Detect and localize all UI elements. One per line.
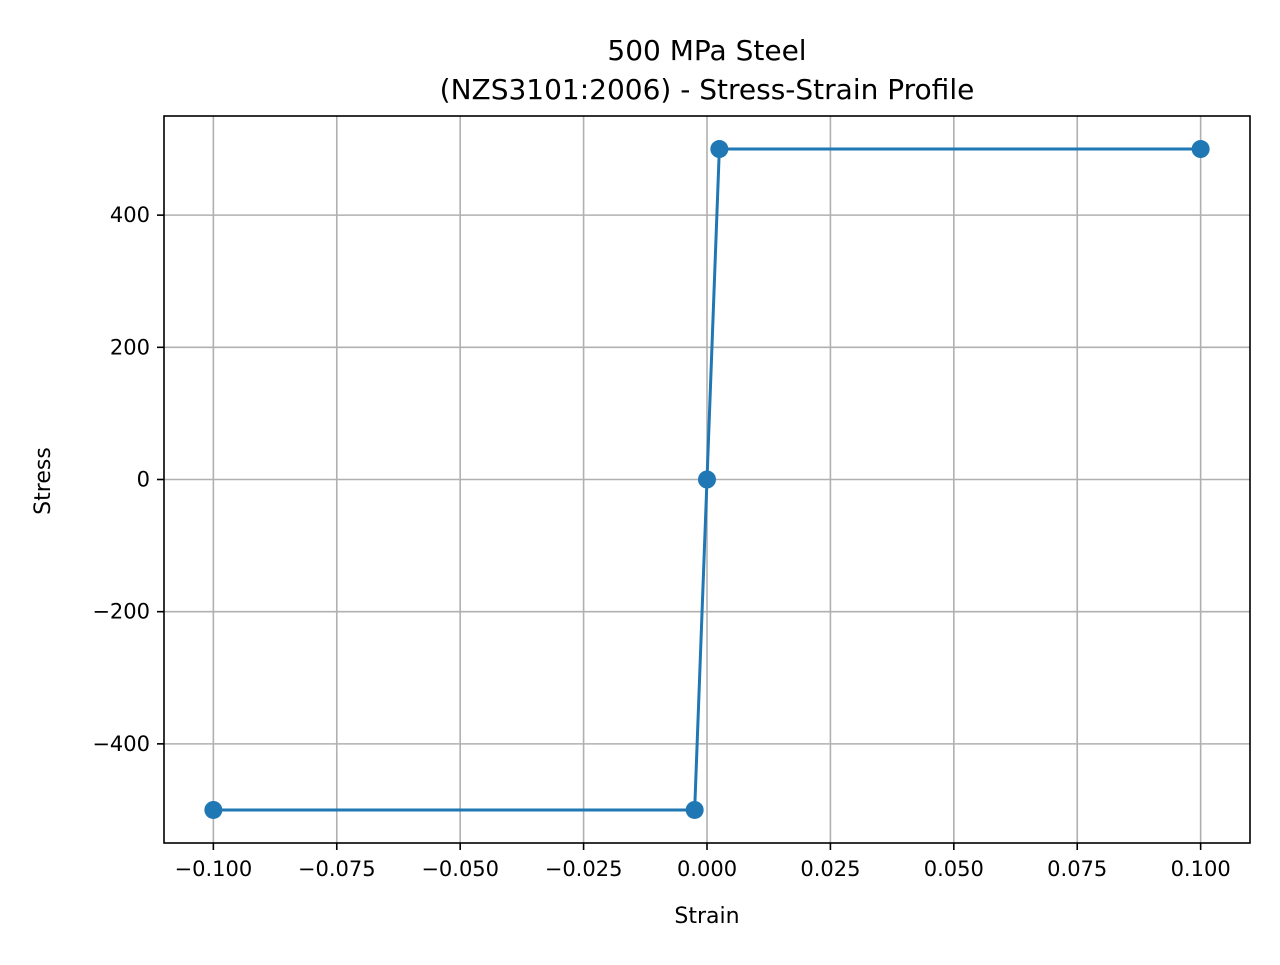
y-tick-label: 400 <box>110 203 150 227</box>
grid <box>164 116 1250 843</box>
y-axis-label: Stress <box>31 447 56 515</box>
x-tick-label: −0.100 <box>175 857 253 881</box>
x-tick-label: 0.100 <box>1171 857 1231 881</box>
chart-title-line-1: 500 MPa Steel <box>607 34 806 67</box>
y-tick-label: −200 <box>92 600 150 624</box>
chart-title-line-2: (NZS3101:2006) - Stress-Strain Profile <box>440 73 975 106</box>
x-tick-label: 0.000 <box>677 857 737 881</box>
ticks: −0.100 −0.075 −0.050 −0.025 0.000 0.025 0.050 0… <box>92 203 1230 881</box>
data-point <box>710 140 729 159</box>
x-tick-label: −0.075 <box>298 857 376 881</box>
x-axis-label: Strain <box>674 904 739 929</box>
y-tick-label: 0 <box>137 468 150 492</box>
x-tick-label: 0.025 <box>800 857 860 881</box>
x-tick-label: 0.050 <box>924 857 984 881</box>
series-layer <box>204 140 1210 819</box>
y-tick-label: −400 <box>92 732 150 756</box>
data-point <box>685 800 704 819</box>
data-point <box>1191 140 1210 159</box>
x-tick-label: −0.050 <box>421 857 499 881</box>
y-tick-label: 200 <box>110 335 150 359</box>
data-point <box>698 470 716 489</box>
x-tick-label: −0.025 <box>545 857 623 881</box>
x-tick-label: 0.075 <box>1047 857 1107 881</box>
data-point <box>204 800 223 819</box>
